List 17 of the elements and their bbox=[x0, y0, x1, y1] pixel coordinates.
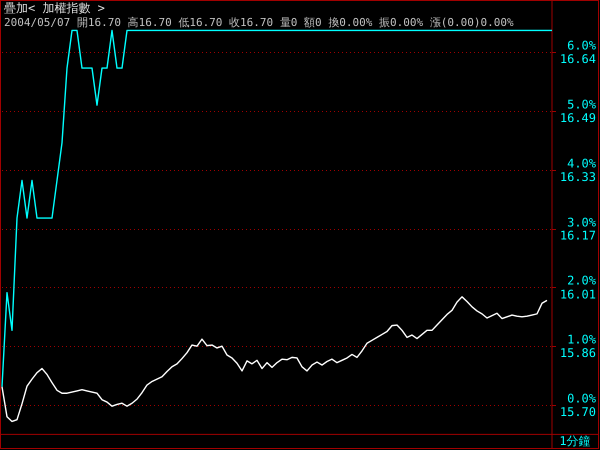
y-tick-label: 4.0% bbox=[567, 156, 597, 170]
y-tick-label: 6.0% bbox=[567, 38, 597, 52]
y2-tick-label: 16.33 bbox=[560, 170, 596, 184]
x-axis-title: 1分鐘 bbox=[559, 434, 591, 448]
y-tick-label: 3.0% bbox=[567, 216, 597, 230]
y-tick-label: 5.0% bbox=[567, 98, 597, 112]
y2-tick-label: 16.49 bbox=[560, 111, 596, 126]
y2-tick-label: 16.17 bbox=[560, 228, 596, 243]
y2-tick-label: 16.01 bbox=[560, 287, 596, 302]
y-tick-label: 2.0% bbox=[567, 274, 597, 288]
text: 2004/05/07 開16.70 高16.70 低16.70 收16.70 量0 額0 換0.00% 振0.00% 漲(0.00)0.00% bbox=[4, 16, 514, 29]
y-tick-label: 0.0% bbox=[567, 392, 597, 406]
y2-tick-label: 16.64 bbox=[560, 52, 596, 66]
y2-tick-label: 15.70 bbox=[560, 405, 596, 420]
y-tick-label: 1.0% bbox=[567, 332, 597, 346]
y2-tick-label: 15.86 bbox=[560, 346, 596, 360]
chart-title: 疊加< 加權指數 > bbox=[4, 1, 105, 15]
